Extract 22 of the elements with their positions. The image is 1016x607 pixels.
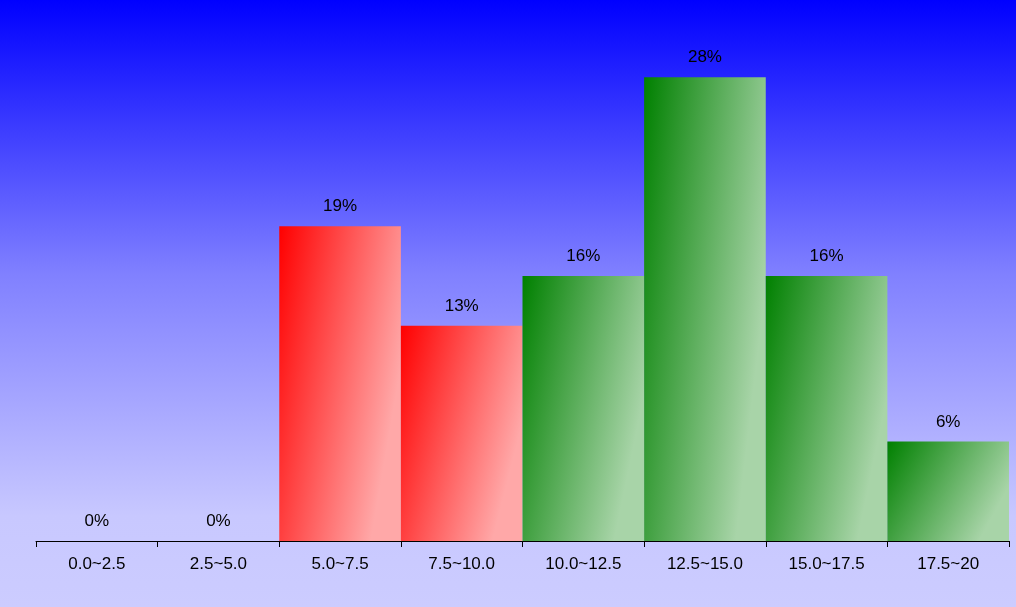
x-tick-label: 12.5~15.0 xyxy=(666,554,743,573)
data-label: 13% xyxy=(444,295,479,315)
bar xyxy=(644,77,766,541)
bar xyxy=(400,325,523,541)
data-label: 16% xyxy=(809,245,844,265)
data-label: 28% xyxy=(687,47,722,67)
bar xyxy=(887,441,1009,541)
data-label: 0% xyxy=(206,511,231,530)
data-label: 19% xyxy=(323,196,358,216)
data-label: 16% xyxy=(566,245,601,265)
x-tick-label: 7.5~10.0 xyxy=(428,554,496,573)
bar xyxy=(522,275,645,541)
x-tick-label: 15.0~17.5 xyxy=(788,554,865,573)
data-label: 6% xyxy=(935,411,961,431)
x-tick-label: 17.5~20 xyxy=(917,554,980,573)
x-tick-label: 10.0~12.5 xyxy=(545,554,622,573)
bar xyxy=(765,275,888,541)
x-tick-label: 5.0~7.5 xyxy=(311,554,369,573)
data-label: 0% xyxy=(84,511,110,530)
x-tick-label: 2.5~5.0 xyxy=(189,554,248,573)
bar xyxy=(279,226,401,541)
x-tick-label: 0.0~2.5 xyxy=(68,554,126,573)
